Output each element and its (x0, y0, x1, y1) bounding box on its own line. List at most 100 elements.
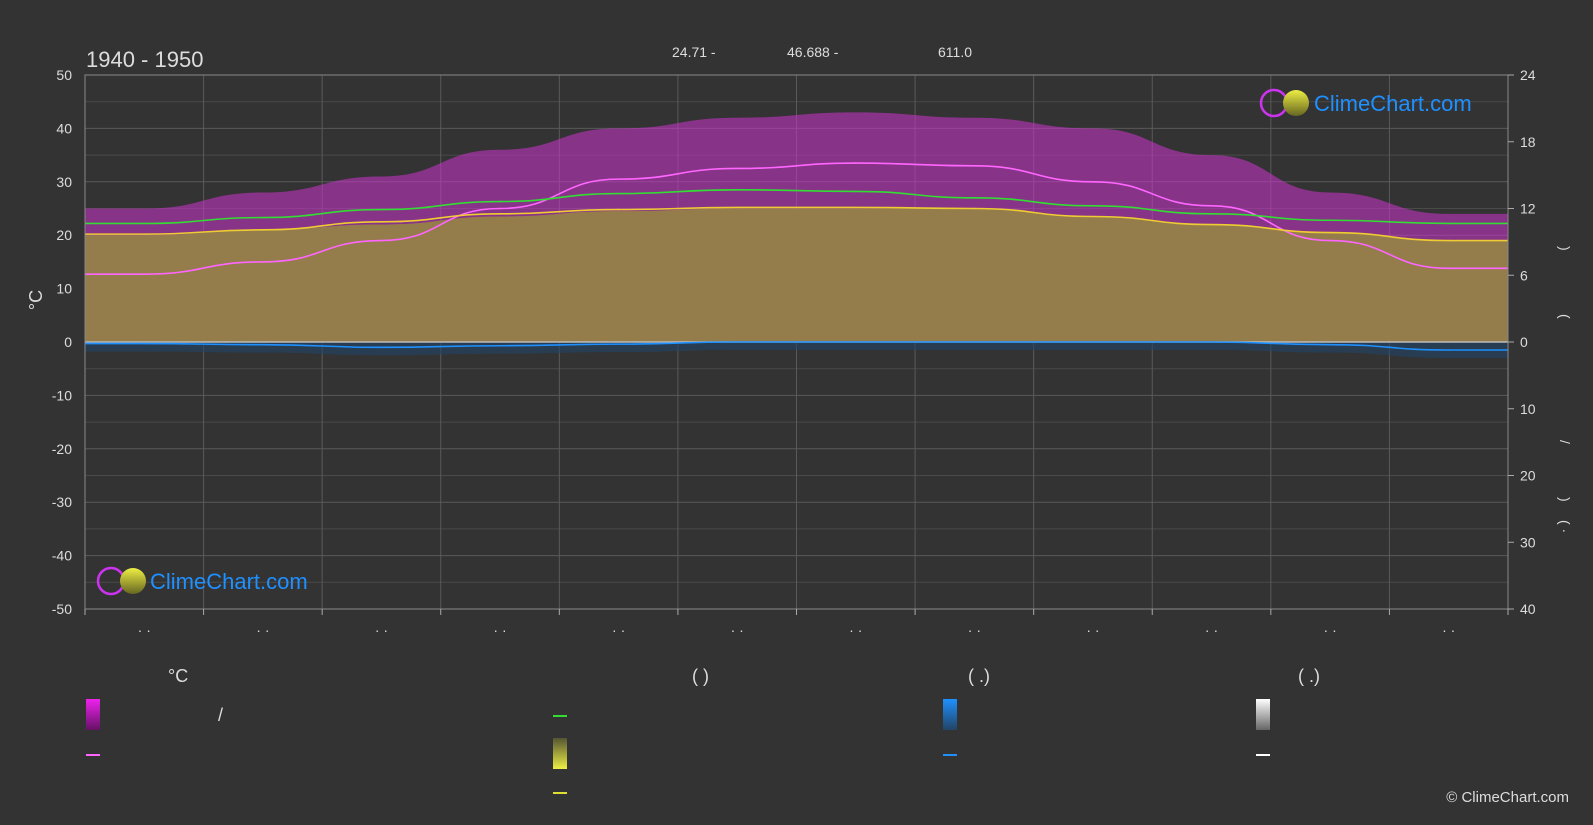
header-value-2: 46.688 - (787, 44, 839, 60)
series-point-1 (499, 200, 501, 203)
legend-header-temperature: °C (168, 666, 188, 686)
y-tick-left: 30 (56, 174, 72, 190)
series-point-1 (1092, 205, 1094, 207)
copyright: © ClimeChart.com (1446, 789, 1569, 806)
right-axis-glyph-3: / (1557, 440, 1573, 444)
x-tick-label: · · (612, 622, 625, 638)
series-point-0 (736, 167, 739, 170)
logo-sun-icon (120, 568, 146, 594)
series-point-2 (973, 207, 976, 210)
series-line-0 (85, 162, 1508, 275)
series-point-2 (1447, 239, 1450, 242)
y-tick-right: 10 (1520, 401, 1536, 417)
series-point-3 (380, 346, 383, 349)
logo-top[interactable]: ClimeChart.com (1259, 88, 1472, 118)
logo-bottom-text: ClimeChart.com (150, 569, 308, 594)
right-axis-glyph-5: ( · (1557, 520, 1573, 533)
right-axis-glyph-1: ) (1557, 246, 1573, 251)
y-tick-right: 6 (1520, 267, 1528, 283)
legend-snow-swatch (1256, 699, 1270, 730)
legend-sunshine-swatch (553, 738, 567, 769)
y-tick-left: 0 (64, 334, 72, 350)
series-point-1 (1329, 219, 1331, 222)
series-point-2 (736, 206, 739, 209)
series-point-1 (736, 189, 739, 191)
x-tick-label: · · (493, 622, 506, 638)
logo-top-text: ClimeChart.com (1314, 91, 1472, 116)
x-tick-label: · · (138, 622, 151, 638)
y-tick-right: 12 (1520, 201, 1536, 217)
series-point-1 (973, 197, 976, 199)
series-point-1 (262, 216, 264, 219)
y-tick-left: 50 (56, 67, 72, 83)
series-point-2 (1092, 215, 1094, 218)
x-tick-label: · · (968, 622, 981, 638)
series-point-3 (1329, 343, 1331, 346)
axes: 50 40 30 20 10 0 -10 -20 -30 -40 -50 24 18 12 6 0 10 20 30… (52, 67, 1536, 638)
series-point-3 (1447, 349, 1450, 351)
y-tick-right: 24 (1520, 67, 1536, 83)
x-tick-label: · · (1205, 622, 1218, 638)
series-point-2 (1329, 231, 1331, 234)
series-point-2 (854, 206, 857, 209)
y-axis-label-left: °C (26, 290, 46, 310)
series-point-3 (143, 342, 146, 345)
x-tick-label: · · (1442, 622, 1455, 638)
x-tick-label: · · (1086, 622, 1099, 638)
y-tick-right: 20 (1520, 468, 1536, 484)
legend-sun-line-swatch (553, 792, 567, 794)
y-tick-left: -30 (52, 494, 72, 510)
right-axis-glyph-4: ) (1557, 497, 1573, 502)
series-point-0 (143, 273, 146, 275)
legend-daylight-swatch (553, 715, 567, 717)
series-point-3 (499, 344, 501, 347)
series-point-3 (262, 343, 264, 346)
series-point-1 (617, 192, 620, 195)
series-point-1 (143, 222, 146, 225)
legend-header-rain: ( .) (968, 666, 990, 686)
y-tick-left: 40 (56, 120, 72, 136)
legend-header-snow: ( .) (1298, 666, 1320, 686)
chart-title: 1940 - 1950 (86, 47, 203, 72)
y-tick-right: 40 (1520, 601, 1536, 617)
legend: °C / ( ) ( .) ( .) (86, 666, 1320, 794)
series-point-0 (617, 178, 620, 180)
series-point-3 (854, 341, 857, 343)
series-point-3 (1210, 341, 1213, 343)
series-point-1 (380, 208, 383, 211)
series-point-3 (973, 341, 976, 343)
series-point-2 (617, 208, 620, 211)
band-area-2 (85, 208, 1508, 342)
y-tick-left: 20 (56, 227, 72, 243)
series-point-0 (262, 261, 264, 263)
series-line-3 (85, 341, 1508, 351)
header-value-3: 611.0 (938, 44, 972, 60)
legend-header-sun: ( ) (692, 666, 709, 686)
x-tick-label: · · (375, 622, 388, 638)
legend-snow-line-swatch (1256, 754, 1270, 756)
legend-mean-swatch (86, 754, 100, 756)
logo-bottom[interactable]: ClimeChart.com (96, 566, 308, 596)
x-tick-label: · · (849, 622, 862, 638)
y-tick-right: 18 (1520, 134, 1536, 150)
series-point-0 (1329, 239, 1331, 242)
y-tick-right: 30 (1520, 534, 1536, 550)
series-point-2 (380, 221, 383, 223)
series-point-2 (143, 233, 146, 235)
y-tick-left: -50 (52, 601, 72, 617)
series-point-1 (1447, 222, 1450, 225)
series-point-0 (973, 164, 976, 167)
legend-range-swatch (86, 699, 100, 730)
x-tick-label: · · (731, 622, 744, 638)
legend-rain-line-swatch (943, 754, 957, 756)
y-tick-left: -20 (52, 441, 72, 457)
series-line-1 (85, 189, 1508, 225)
series-point-0 (1092, 181, 1094, 183)
x-tick-label: · · (256, 622, 269, 638)
right-axis-glyph-2: ( (1557, 314, 1573, 319)
series-point-1 (854, 190, 857, 193)
series-point-0 (1447, 267, 1450, 270)
legend-rain-swatch (943, 699, 957, 730)
series-point-0 (1210, 205, 1213, 207)
